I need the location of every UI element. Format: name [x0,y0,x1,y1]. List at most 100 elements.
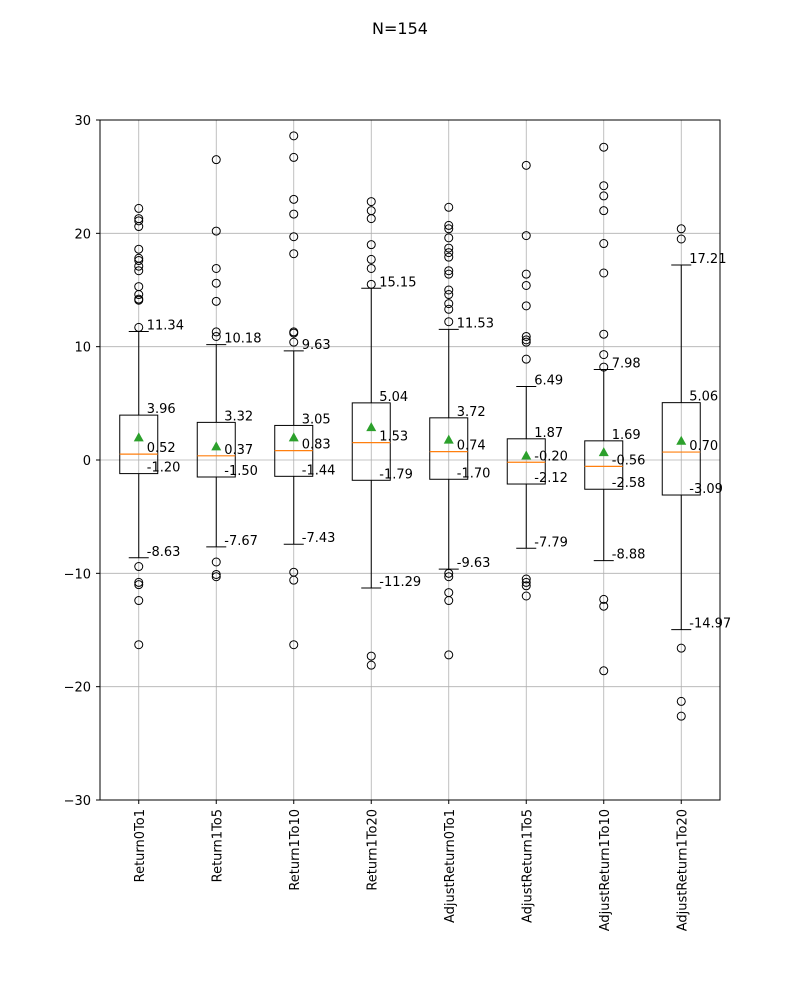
flier-point [444,285,454,295]
flier-point [211,296,221,306]
y-tick-label: −10 [64,567,91,582]
median-label: -0.20 [534,449,568,464]
flier-point [444,224,454,234]
flier-point [211,331,221,341]
whisker-high-label: 11.53 [457,316,494,331]
median-label: -0.56 [612,453,646,468]
x-axis: Return0To1 Return1To5 Return1To10 Return1To… [133,800,690,931]
flier-point [134,562,144,572]
flier-point [599,268,609,278]
q1-label: -1.20 [147,461,181,476]
flier-point [444,290,454,300]
flier-point [521,269,531,279]
mean-marker [288,432,299,442]
flier-point [676,643,686,653]
flier-point [599,594,609,604]
mean-marker [133,432,144,442]
flier-point [521,574,531,584]
q3-label: 3.05 [302,412,331,427]
flier-point [521,331,531,341]
whisker-low-label: -7.43 [302,531,336,546]
mean-marker [676,435,687,445]
median-label: 0.52 [147,441,176,456]
flier-point [521,231,531,241]
box-group: 7.98 1.69 -0.56 -2.58 -8.88 [584,142,646,676]
iqr-box [506,438,546,485]
chart-title: N=154 [372,19,428,38]
flier-point [289,337,299,347]
median-label: 0.70 [689,439,718,454]
flier-point [444,266,454,276]
flier-point [444,269,454,279]
q1-label: -1.70 [457,466,491,481]
flier-point [521,280,531,290]
whisker-high-label: 10.18 [224,332,261,347]
q3-label: 3.72 [457,405,486,420]
flier-point [289,575,299,585]
flier-point [676,234,686,244]
whisker-low-label: -7.79 [534,535,568,550]
flier-point [599,206,609,216]
flier-point [211,557,221,567]
flier-point [134,261,144,271]
flier-point [599,350,609,360]
flier-point [676,696,686,706]
flier-point [211,155,221,165]
q3-label: 3.32 [224,409,253,424]
flier-point [444,568,454,578]
whisker-low-label: -9.63 [457,556,491,571]
y-tick-label: −20 [64,681,91,696]
box-group: 15.15 5.04 1.53 -1.79 -11.29 [351,197,421,670]
flier-point [134,295,144,305]
flier-point [134,640,144,650]
whisker-low-label: -11.29 [379,575,421,590]
flier-point [134,222,144,232]
x-tick-label: Return0To1 [133,809,148,882]
median-label: 0.74 [457,439,486,454]
flier-point [444,572,454,582]
y-tick-label: 10 [74,341,91,356]
iqr-box [661,402,701,496]
flier-point [366,651,376,661]
flier-point [134,290,144,300]
flier-point [599,601,609,611]
q3-label: 3.96 [147,402,176,417]
box-group: 9.63 3.05 0.83 -1.44 -7.43 [274,131,336,650]
flier-point [366,240,376,250]
q1-label: -1.79 [379,467,413,482]
q1-label: -2.12 [534,471,568,486]
flier-point [366,279,376,289]
flier-point [134,203,144,213]
y-tick-label: −30 [64,794,91,809]
flier-point [599,191,609,201]
y-tick-label: 20 [74,227,91,242]
flier-point [444,317,454,327]
box-group: 17.21 5.06 0.70 -3.09 -14.97 [661,224,731,721]
flier-point [134,266,144,276]
median-label: 0.83 [302,438,331,453]
flier-point [289,328,299,338]
x-tick-label: AdjustReturn1To5 [520,809,535,923]
flier-point [289,640,299,650]
flier-point [444,252,454,262]
flier-point [134,244,144,254]
flier-point [134,580,144,590]
flier-point [134,216,144,226]
q3-label: 5.04 [379,390,408,405]
y-tick-label: 0 [83,454,91,469]
grid-lines [100,119,720,801]
flier-point [521,591,531,601]
boxes: 11.34 3.96 0.52 -1.20 -8.63 10.18 3.32 0.37 -1.5… [119,131,731,721]
median-label: 1.53 [379,430,408,445]
flier-point [289,152,299,162]
flier-point [366,214,376,224]
flier-point [289,232,299,242]
whisker-low-label: -7.67 [224,534,258,549]
flier-point [444,202,454,212]
whisker-high-label: 11.34 [147,318,184,333]
q1-label: -1.44 [302,463,336,478]
flier-point [134,577,144,587]
flier-point [289,249,299,259]
flier-point [366,197,376,207]
